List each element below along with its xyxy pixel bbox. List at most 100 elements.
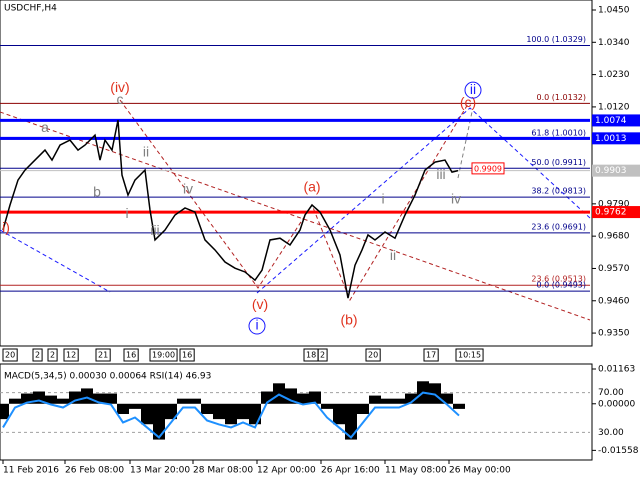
wave-label: a: [41, 119, 49, 135]
period-box: [317, 348, 328, 362]
y-tick-label: 0.9460: [598, 296, 630, 306]
period-box: [149, 348, 178, 362]
y2-tick-label: 30.00: [598, 428, 624, 438]
y-tick-label: 0.00000: [598, 399, 635, 409]
wave-label: iii: [436, 166, 445, 182]
x-tick-label: 26 May 00:00: [449, 466, 511, 476]
rsi-line: [2, 391, 460, 439]
macd-bar: [9, 398, 21, 404]
macd-bar: [393, 398, 405, 404]
macd-bar: [405, 393, 417, 404]
level-label: 0.9762: [595, 208, 627, 218]
period-label: 21: [98, 351, 108, 360]
macd-bar: [189, 398, 201, 404]
fib-label: 38.2 (0.9813): [531, 187, 586, 196]
fib-label: 0.0 (0.9493): [537, 281, 587, 290]
x-tick-label: 12 Apr 00:00: [257, 466, 316, 476]
y-tick-label: 1.0120: [598, 102, 630, 112]
macd-bar: [345, 403, 357, 440]
period-label: 16: [126, 351, 136, 360]
macd-bar: [321, 403, 333, 409]
trend-line: [256, 107, 591, 294]
period-label: 16: [182, 351, 192, 360]
macd-bar: [93, 393, 105, 404]
x-tick-label: 11 Feb 2016: [3, 466, 59, 476]
wave-label: (v): [252, 296, 268, 312]
period-box: [365, 348, 381, 362]
macd-bar: [237, 403, 249, 420]
period-box: [455, 348, 484, 362]
wave-label: b: [93, 184, 101, 200]
fib-label: 100.0 (1.0329): [526, 35, 586, 44]
wave-label: i: [255, 317, 258, 333]
y-tick-label: -0.01558: [598, 446, 639, 456]
macd-bar: [141, 403, 153, 425]
x-tick-label: 28 Mar 08:00: [193, 466, 253, 476]
period-box: [63, 348, 79, 362]
period-label: 18: [306, 351, 316, 360]
macd-bar: [369, 395, 381, 404]
period-label: 20: [5, 351, 15, 360]
period-label: 19:00: [152, 351, 175, 360]
y-tick-label: 0.01163: [598, 364, 635, 374]
macd-bar: [21, 393, 33, 404]
price-line: [2, 119, 459, 299]
wave-label: ii: [390, 247, 396, 263]
level-box: [592, 132, 640, 145]
y-tick-label: 0.9790: [598, 199, 630, 209]
macd-bar: [333, 403, 345, 425]
level-label: 1.0013: [595, 134, 627, 144]
wave-label: ii: [143, 144, 149, 160]
macd-bar: [213, 403, 225, 420]
wave-label: iii: [150, 222, 159, 238]
fib-label: 0.0 (1.0132): [537, 93, 587, 102]
period-box: [32, 348, 43, 362]
fib-label: 23.6 (0.9691): [531, 222, 586, 231]
wave-label: iv: [183, 181, 193, 197]
ask-box: [471, 162, 505, 175]
bid-box: [592, 164, 640, 177]
wave-circle: [248, 317, 266, 335]
bid-label: 0.9903: [595, 166, 627, 176]
wave-label: i: [381, 191, 384, 207]
macd-bar: [309, 391, 321, 404]
y2-tick-label: 70.00: [598, 388, 624, 398]
macd-bar: [441, 393, 453, 404]
chart-title: USDCHF,H4: [4, 4, 57, 14]
period-label: 12: [66, 351, 76, 360]
period-box: [95, 348, 111, 362]
y-tick-label: 0.9350: [598, 329, 630, 339]
macd-bar: [201, 403, 213, 415]
x-tick-label: 13 Mar 20:00: [130, 466, 190, 476]
macd-bar: [0, 403, 9, 420]
x-tick-label: 11 May 08:00: [385, 466, 447, 476]
fib-label: 23.6 (0.9513): [531, 275, 586, 284]
level-label: 1.0074: [595, 116, 627, 126]
trend-line: [457, 111, 473, 179]
period-box: [47, 348, 58, 362]
macd-bar: [357, 403, 369, 415]
wave-label: c: [117, 91, 124, 107]
macd-bar: [45, 395, 57, 404]
level-box: [592, 114, 640, 127]
y-tick-label: 0.9570: [598, 264, 630, 274]
period-label: 10:15: [458, 351, 481, 360]
period-box: [123, 348, 139, 362]
macd-bar: [429, 383, 441, 404]
period-label: 2: [320, 351, 325, 360]
wave-label: (a): [303, 179, 320, 195]
indicator-pane: [0, 363, 593, 461]
period-label: 17: [426, 351, 436, 360]
macd-bar: [381, 398, 393, 404]
wave-label: ii: [470, 81, 476, 97]
macd-bar: [297, 393, 309, 404]
macd-bar: [105, 393, 117, 404]
macd-bar: [165, 403, 177, 420]
period-label: 20: [368, 351, 378, 360]
period-label: 2: [50, 351, 55, 360]
wave-label: (b): [340, 312, 357, 328]
macd-bar: [249, 403, 261, 425]
wave-label: i): [2, 219, 10, 235]
wave-label: i: [125, 205, 128, 221]
